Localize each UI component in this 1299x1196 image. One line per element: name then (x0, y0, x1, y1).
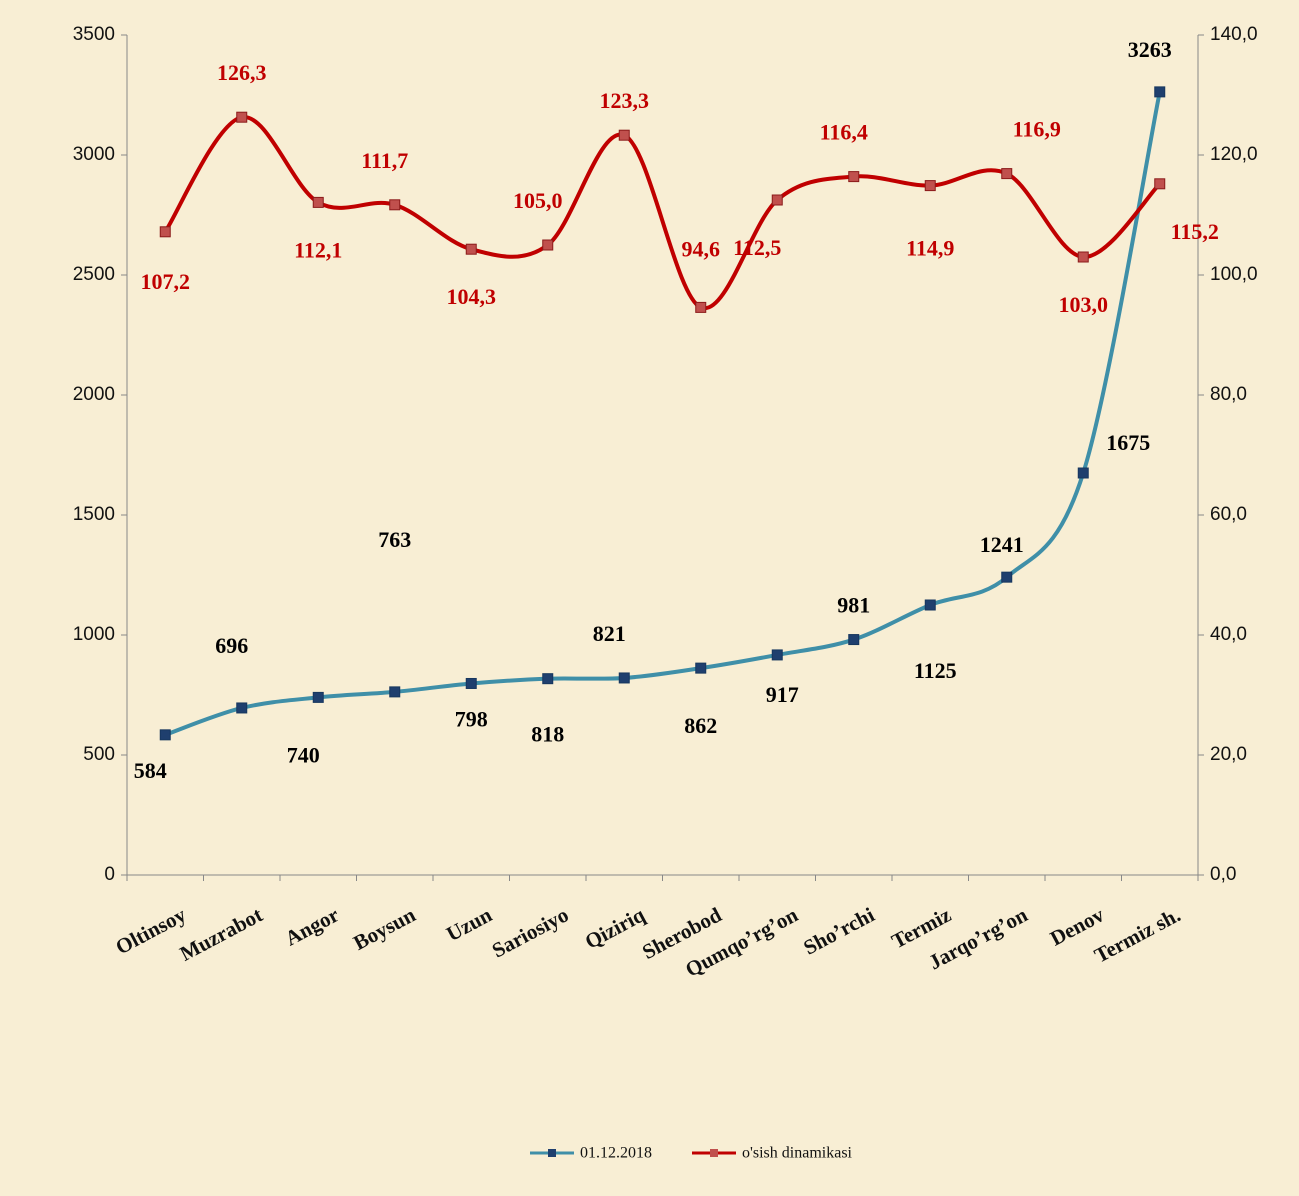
y2-tick-label: 140,0 (1210, 24, 1258, 45)
point-marker (236, 111, 248, 123)
data-label: 115,2 (1171, 219, 1219, 244)
point-marker (1154, 86, 1166, 98)
data-label: 123,3 (600, 88, 650, 113)
point-marker (771, 194, 783, 206)
point-marker (465, 677, 477, 689)
point-marker (465, 243, 477, 255)
point-marker (771, 649, 783, 661)
point-marker (1077, 467, 1089, 479)
series-line (164, 91, 1162, 737)
point-marker (159, 729, 171, 741)
data-label: 584 (134, 758, 167, 783)
data-label: 116,4 (820, 120, 868, 145)
data-label: 105,0 (513, 188, 563, 213)
y2-tick-label: 60,0 (1210, 504, 1247, 525)
data-label: 112,1 (294, 237, 342, 262)
data-label: 1241 (980, 532, 1024, 557)
y-tick-label: 500 (83, 744, 115, 765)
data-label: 696 (215, 633, 248, 658)
data-label: 1125 (914, 658, 957, 683)
point-marker (389, 686, 401, 698)
y-tick-label: 3500 (73, 24, 115, 45)
data-label: 107,2 (141, 269, 191, 294)
data-label: 3263 (1128, 37, 1172, 62)
legend-marker (548, 1149, 556, 1157)
data-label: 740 (287, 742, 320, 767)
point-marker (542, 673, 554, 685)
point-marker (312, 691, 324, 703)
point-marker (1001, 168, 1013, 180)
y-tick-label: 1000 (73, 624, 115, 645)
data-label: 798 (455, 707, 488, 732)
point-marker (695, 662, 707, 674)
y-tick-label: 1500 (73, 504, 115, 525)
legend-label: 01.12.2018 (580, 1145, 652, 1162)
y2-tick-label: 80,0 (1210, 384, 1247, 405)
data-label: 821 (593, 621, 626, 646)
point-marker (542, 239, 554, 251)
y-tick-label: 3000 (73, 144, 115, 165)
data-label: 103,0 (1059, 292, 1109, 317)
data-label: 763 (378, 527, 411, 552)
data-label: 116,9 (1013, 117, 1061, 142)
point-marker (924, 180, 936, 192)
point-marker (924, 599, 936, 611)
legend-marker (710, 1149, 718, 1157)
y2-tick-label: 100,0 (1210, 264, 1258, 285)
point-marker (312, 196, 324, 208)
data-label: 114,9 (906, 236, 954, 261)
data-label: 104,3 (447, 284, 497, 309)
point-marker (618, 129, 630, 141)
data-label: 1675 (1106, 430, 1150, 455)
data-label: 112,5 (733, 235, 781, 260)
point-marker (618, 672, 630, 684)
point-marker (1077, 251, 1089, 263)
data-label: 111,7 (361, 148, 408, 173)
data-label: 126,3 (217, 60, 267, 85)
y-tick-label: 0 (104, 864, 115, 885)
data-label: 981 (837, 593, 870, 618)
point-marker (848, 634, 860, 646)
y2-tick-label: 20,0 (1210, 744, 1247, 765)
point-marker (1001, 571, 1013, 583)
point-marker (159, 226, 171, 238)
y2-tick-label: 40,0 (1210, 624, 1247, 645)
y2-tick-label: 120,0 (1210, 144, 1258, 165)
point-marker (236, 702, 248, 714)
y-tick-label: 2500 (73, 264, 115, 285)
y2-tick-label: 0,0 (1210, 864, 1236, 885)
data-label: 818 (531, 722, 564, 747)
point-marker (848, 171, 860, 183)
data-label: 862 (684, 713, 717, 738)
point-marker (1154, 178, 1166, 190)
data-label: 917 (766, 682, 799, 707)
point-marker (695, 301, 707, 313)
legend-label: o'sish dinamikasi (742, 1145, 853, 1162)
data-label: 94,6 (682, 236, 721, 261)
y-tick-label: 2000 (73, 384, 115, 405)
point-marker (389, 199, 401, 211)
